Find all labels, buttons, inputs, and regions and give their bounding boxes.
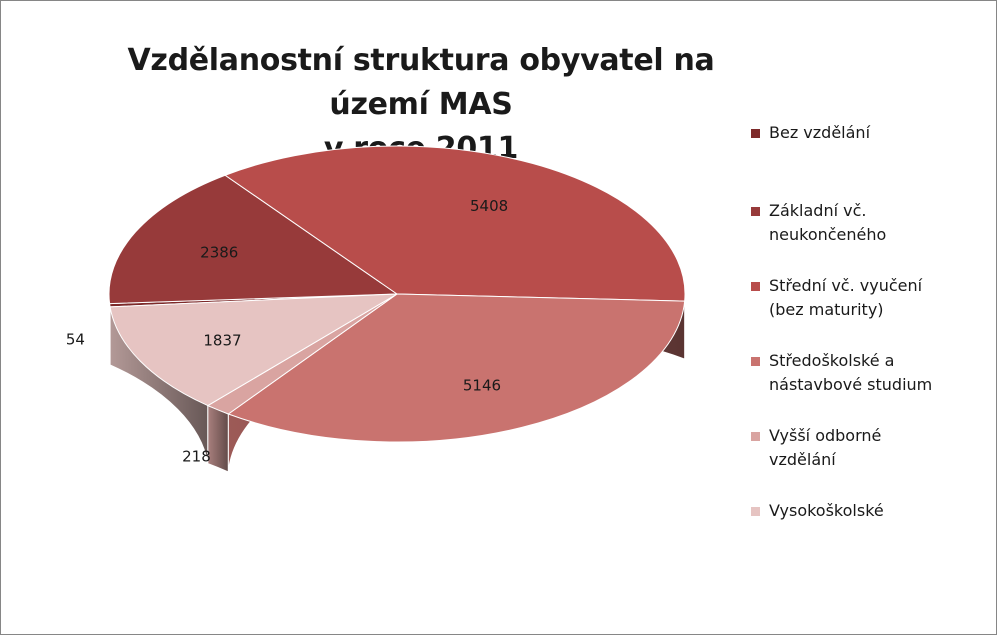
legend-item-3: Středoškolské a nástavbové studium bbox=[749, 349, 932, 397]
data-label-4: 218 bbox=[182, 448, 211, 466]
pie-slice-3 bbox=[227, 293, 686, 443]
legend-marker-2 bbox=[751, 282, 760, 291]
pie-slices bbox=[108, 145, 686, 443]
legend-label-3: Středoškolské a nástavbové studium bbox=[769, 351, 933, 394]
chart-title-line-1: Vzdělanostní struktura obyvatel na území… bbox=[127, 43, 715, 122]
legend-marker-3 bbox=[751, 357, 760, 366]
data-label-1: 2386 bbox=[200, 244, 238, 262]
pie-side-4 bbox=[207, 404, 229, 473]
legend-item-5: Vysokoškolské bbox=[749, 499, 884, 523]
chart-title: Vzdělanostní struktura obyvatel na území… bbox=[91, 39, 751, 171]
legend-label-5: Vysokoškolské bbox=[769, 501, 884, 520]
legend-label-1: Základní vč. neukončeného bbox=[769, 201, 887, 244]
data-label-5: 1837 bbox=[203, 332, 241, 350]
legend-label-2: Střední vč. vyučení (bez maturity) bbox=[769, 276, 923, 319]
legend-item-2: Střední vč. vyučení (bez maturity) bbox=[749, 274, 922, 322]
data-label-0: 54 bbox=[66, 330, 85, 348]
pie-slice-1 bbox=[108, 174, 399, 305]
pie-data-labels: 54 2386 5408 5146 218 1837 bbox=[66, 197, 508, 466]
legend-label-4: Vyšší odborné vzdělání bbox=[769, 426, 882, 469]
legend-marker-1 bbox=[751, 207, 760, 216]
data-label-3: 5146 bbox=[463, 377, 501, 395]
legend-label-0: Bez vzdělání bbox=[769, 123, 871, 142]
data-label-2: 5408 bbox=[470, 197, 508, 215]
pie-slice-2 bbox=[224, 145, 686, 302]
legend-item-4: Vyšší odborné vzdělání bbox=[749, 424, 881, 472]
legend-marker-4 bbox=[751, 432, 760, 441]
legend-marker-5 bbox=[751, 507, 760, 516]
legend-item-1: Základní vč. neukončeného bbox=[749, 199, 886, 247]
pie-slice-5 bbox=[109, 293, 398, 407]
legend-marker-0 bbox=[751, 129, 760, 138]
legend-item-0: Bez vzdělání bbox=[749, 121, 870, 145]
